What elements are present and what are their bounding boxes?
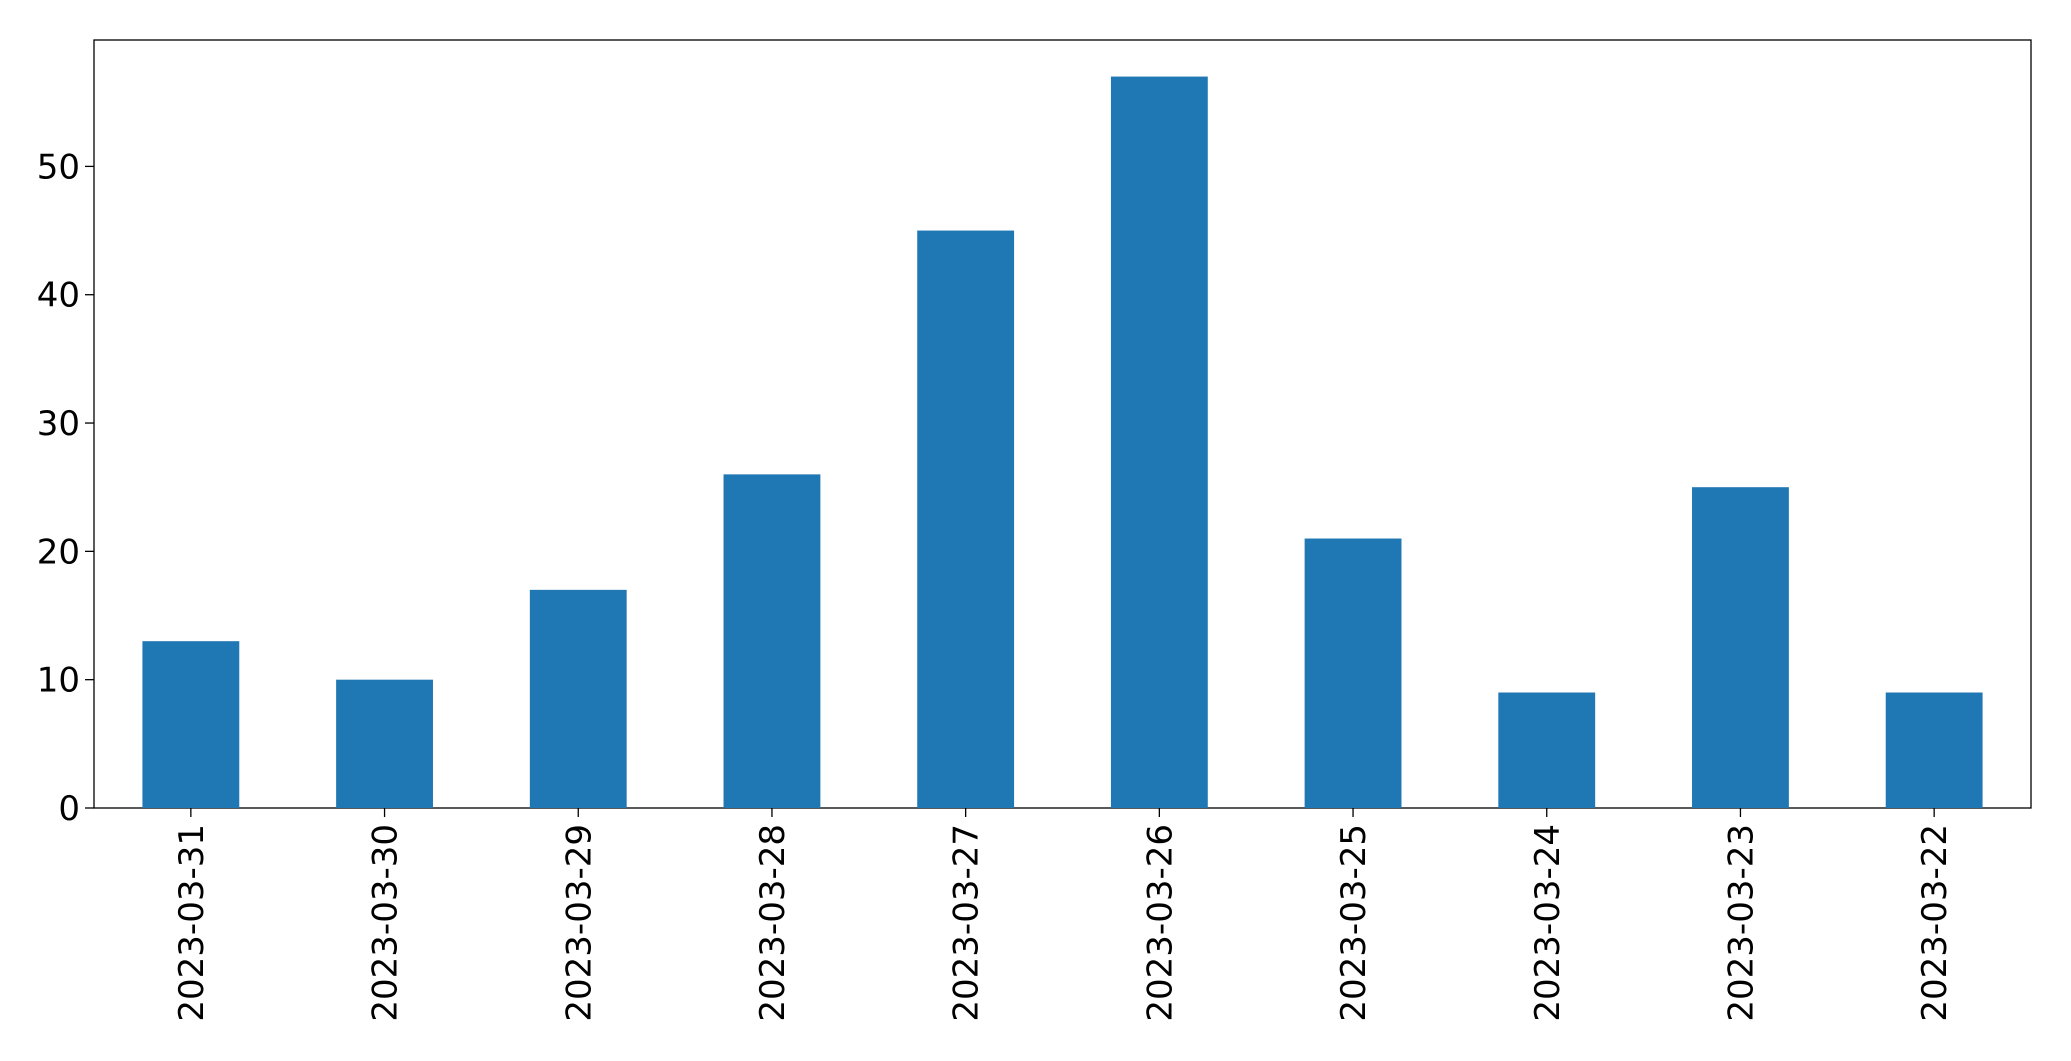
bar [1304, 538, 1402, 808]
plot-frame [93, 39, 2032, 809]
y-tick-label: 40 [37, 276, 80, 316]
bar [1498, 692, 1596, 808]
bar [723, 474, 821, 808]
x-tick-label: 2023-03-27 [947, 824, 987, 1022]
x-tick-label: 2023-03-29 [559, 824, 599, 1022]
bar [1885, 692, 1983, 808]
bar [529, 589, 627, 808]
bar [917, 230, 1015, 808]
y-tick-label: 20 [37, 532, 80, 572]
x-tick-label: 2023-03-22 [1915, 824, 1955, 1022]
bar [1692, 487, 1789, 808]
x-tick-label: 2023-03-28 [753, 824, 793, 1022]
x-tick-label: 2023-03-31 [172, 824, 212, 1022]
x-tick-label: 2023-03-25 [1334, 824, 1374, 1022]
x-tick-label: 2023-03-30 [366, 824, 406, 1022]
x-tick-label: 2023-03-24 [1528, 824, 1568, 1022]
y-tick-label: 30 [37, 404, 80, 444]
y-tick-label: 50 [37, 147, 80, 187]
x-tick-label: 2023-03-26 [1140, 824, 1180, 1022]
y-tick-label: 0 [58, 789, 80, 829]
x-tick-label: 2023-03-23 [1721, 824, 1761, 1022]
y-tick-label: 10 [37, 661, 80, 701]
bar [142, 641, 240, 808]
bar [1110, 76, 1208, 809]
bar [336, 679, 433, 808]
